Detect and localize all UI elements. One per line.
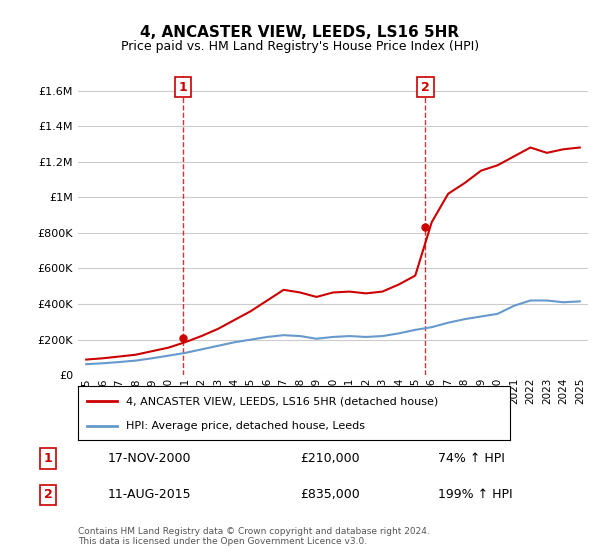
Text: £835,000: £835,000 (300, 488, 360, 501)
Text: 74% ↑ HPI: 74% ↑ HPI (438, 452, 505, 465)
Text: 17-NOV-2000: 17-NOV-2000 (108, 452, 191, 465)
Text: 199% ↑ HPI: 199% ↑ HPI (438, 488, 512, 501)
Text: Contains HM Land Registry data © Crown copyright and database right 2024.
This d: Contains HM Land Registry data © Crown c… (78, 526, 430, 546)
Text: 2: 2 (421, 81, 430, 94)
Text: 4, ANCASTER VIEW, LEEDS, LS16 5HR: 4, ANCASTER VIEW, LEEDS, LS16 5HR (140, 25, 460, 40)
Text: Price paid vs. HM Land Registry's House Price Index (HPI): Price paid vs. HM Land Registry's House … (121, 40, 479, 53)
Text: 2: 2 (44, 488, 52, 501)
Text: 11-AUG-2015: 11-AUG-2015 (108, 488, 191, 501)
Text: HPI: Average price, detached house, Leeds: HPI: Average price, detached house, Leed… (125, 421, 365, 431)
Text: £210,000: £210,000 (300, 452, 359, 465)
Text: 4, ANCASTER VIEW, LEEDS, LS16 5HR (detached house): 4, ANCASTER VIEW, LEEDS, LS16 5HR (detac… (125, 396, 438, 407)
Text: 1: 1 (44, 452, 52, 465)
Text: 1: 1 (179, 81, 187, 94)
